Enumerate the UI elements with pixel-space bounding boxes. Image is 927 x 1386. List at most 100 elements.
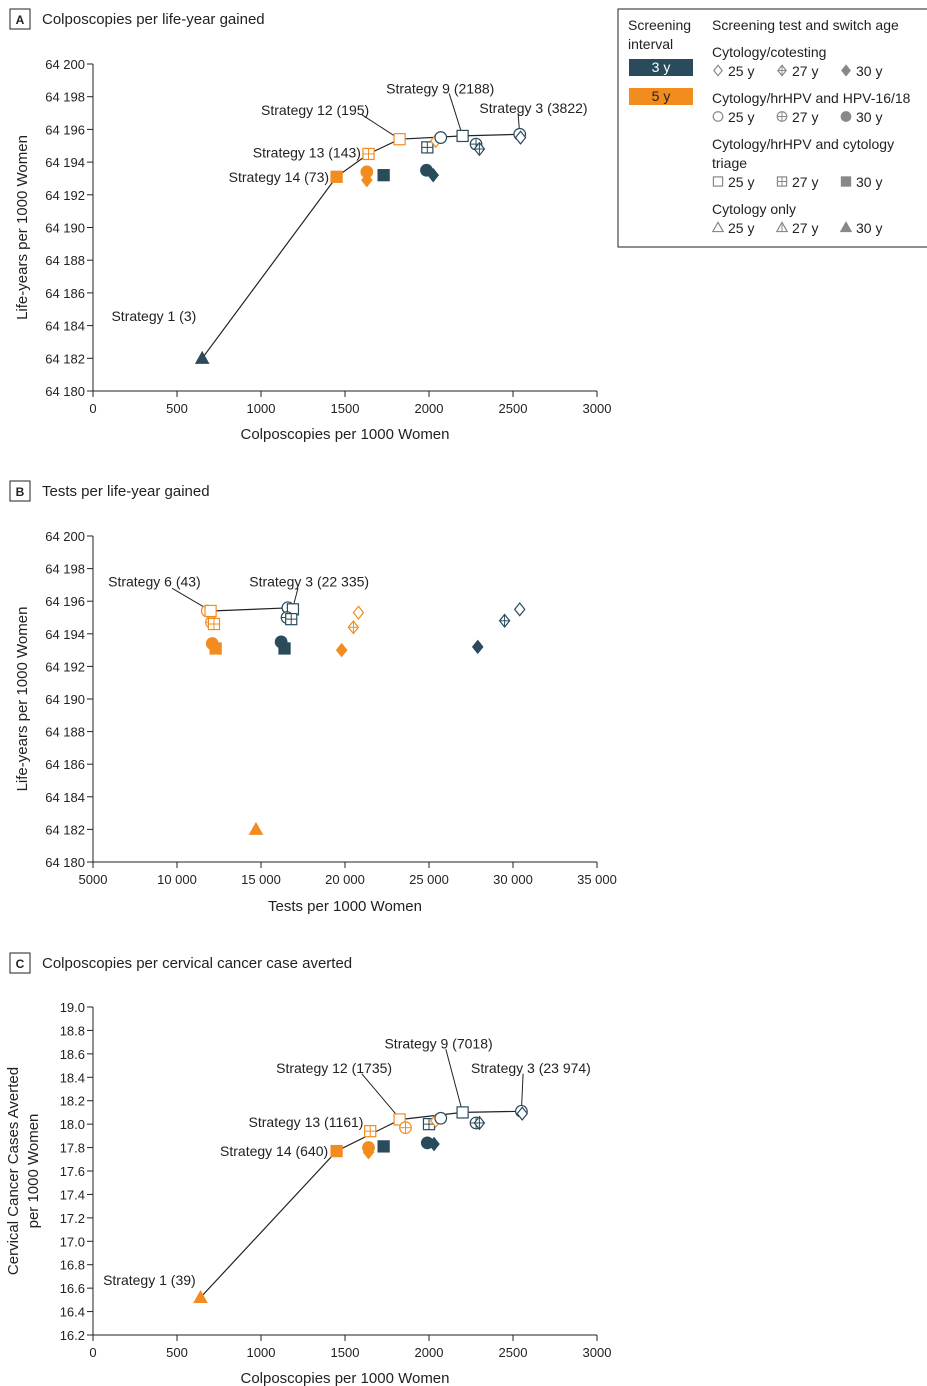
x-tick-label: 1000 — [247, 401, 276, 416]
legend: Screening interval 3 y 5 y Screening test an… — [617, 8, 927, 248]
legend-interval-header: interval — [628, 36, 673, 52]
data-point-square — [364, 1125, 377, 1138]
data-point-triangle — [193, 1289, 208, 1304]
legend-age-label: 27 y — [792, 63, 818, 79]
y-tick-label: 64 190 — [45, 692, 85, 707]
legend-marker-diamond — [841, 64, 851, 77]
y-tick-label: 18.8 — [60, 1023, 85, 1038]
y-tick-label: 64 186 — [45, 757, 85, 772]
legend-interval-label: 5 y — [652, 88, 671, 104]
legend-marker-circle — [840, 111, 852, 122]
panel-letter: C — [16, 957, 25, 971]
data-point-square — [285, 612, 298, 626]
y-tick-label: 64 186 — [45, 286, 85, 301]
data-point-square — [393, 1113, 406, 1126]
data-point-square — [278, 642, 291, 655]
y-tick-label: 64 192 — [45, 659, 85, 674]
legend-marker-circle — [776, 111, 788, 122]
data-point-circle — [434, 1111, 448, 1125]
legend-group-title: Cytology/hrHPV and cytology — [712, 136, 894, 152]
legend-group-title: Cytology only — [712, 201, 796, 217]
y-tick-label: 18.0 — [60, 1117, 85, 1132]
data-point-diamond — [513, 602, 526, 617]
panel-letter: B — [16, 485, 25, 499]
annotation-label: Strategy 3 (22 335) — [249, 574, 369, 590]
x-tick-label: 2500 — [499, 1345, 528, 1360]
x-tick-label: 500 — [166, 1345, 188, 1360]
annotation-label: Strategy 1 (39) — [103, 1272, 196, 1288]
y-tick-label: 64 194 — [45, 627, 85, 642]
y-tick-label: 64 194 — [45, 155, 85, 170]
legend-marker-circle — [712, 111, 724, 122]
data-point-triangle — [248, 821, 264, 835]
x-tick-label: 15 000 — [241, 872, 281, 887]
x-tick-label: 35 000 — [577, 872, 617, 887]
data-point-square — [330, 1144, 343, 1158]
data-point-square — [421, 141, 434, 154]
data-point-circle — [362, 1141, 375, 1154]
data-point-diamond — [335, 642, 348, 658]
x-tick-label: 3000 — [583, 401, 612, 416]
y-tick-label: 64 196 — [45, 122, 85, 137]
legend-test-header: Screening test and switch age — [712, 17, 899, 33]
data-point-square — [204, 604, 217, 618]
panel-title: Colposcopies per life-year gained — [42, 11, 265, 28]
legend-interval-header: Screening — [628, 17, 691, 33]
data-point-square — [377, 1140, 390, 1153]
x-tick-label: 2000 — [415, 401, 444, 416]
x-tick-label: 5000 — [79, 872, 108, 887]
legend-interval-swatch — [629, 59, 693, 76]
x-tick-label: 0 — [89, 1345, 96, 1360]
legend-age-label: 27 y — [792, 220, 818, 236]
data-point-square — [330, 170, 343, 183]
legend-age-label: 25 y — [728, 109, 754, 125]
annotation-leader — [445, 1049, 464, 1113]
legend-group-title: triage — [712, 155, 747, 171]
panel-title: Tests per life-year gained — [42, 483, 210, 500]
annotation-leader — [361, 1073, 401, 1120]
panel-letter-box — [9, 952, 31, 974]
x-tick-label: 25 000 — [409, 872, 449, 887]
legend-age-label: 25 y — [728, 220, 754, 236]
legend-age-label: 27 y — [792, 109, 818, 125]
legend-marker-square — [776, 176, 788, 187]
data-point-square — [456, 129, 469, 143]
annotation-label: Strategy 12 (1735) — [276, 1060, 392, 1076]
y-tick-label: 16.2 — [60, 1328, 85, 1343]
panel-c: C Colposcopies per cervical cancer case a… — [5, 952, 612, 1386]
x-tick-label: 1500 — [331, 1345, 360, 1360]
y-tick-label: 17.8 — [60, 1141, 85, 1156]
legend-marker-square — [840, 176, 852, 187]
x-axis-title: Colposcopies per 1000 Women — [240, 1370, 449, 1386]
annotation-label: Strategy 3 (3822) — [479, 100, 587, 116]
y-tick-label: 64 184 — [45, 319, 85, 334]
data-point-circle — [360, 165, 374, 179]
data-point-diamond — [428, 1136, 440, 1152]
y-axis-title: Life-years per 1000 Women — [14, 607, 31, 792]
y-tick-label: 64 192 — [45, 188, 85, 203]
data-point-square — [209, 642, 222, 655]
data-point-diamond — [352, 605, 365, 620]
legend-marker-triangle — [775, 221, 789, 233]
legend-age-label: 25 y — [728, 174, 754, 190]
y-axis-title: Life-years per 1000 Women — [14, 135, 31, 320]
legend-marker-triangle — [839, 221, 853, 233]
y-tick-label: 19.0 — [60, 1000, 85, 1015]
x-tick-label: 1000 — [247, 1345, 276, 1360]
data-point-diamond — [473, 1115, 486, 1131]
x-tick-label: 3000 — [583, 1345, 612, 1360]
y-tick-label: 17.2 — [60, 1211, 85, 1226]
data-point-square — [377, 169, 390, 182]
data-point-diamond — [498, 613, 511, 629]
y-tick-label: 64 196 — [45, 594, 85, 609]
efficiency-frontier — [210, 607, 293, 612]
data-point-diamond — [347, 620, 360, 635]
y-tick-label: 17.6 — [60, 1164, 85, 1179]
data-point-triangle — [194, 350, 210, 364]
legend-interval-label: 3 y — [652, 59, 671, 75]
y-tick-label: 64 200 — [45, 57, 85, 72]
annotation-label: Strategy 12 (195) — [261, 102, 369, 118]
y-tick-label: 64 184 — [45, 790, 85, 805]
y-tick-label: 17.0 — [60, 1234, 85, 1249]
legend-age-label: 30 y — [856, 174, 882, 190]
